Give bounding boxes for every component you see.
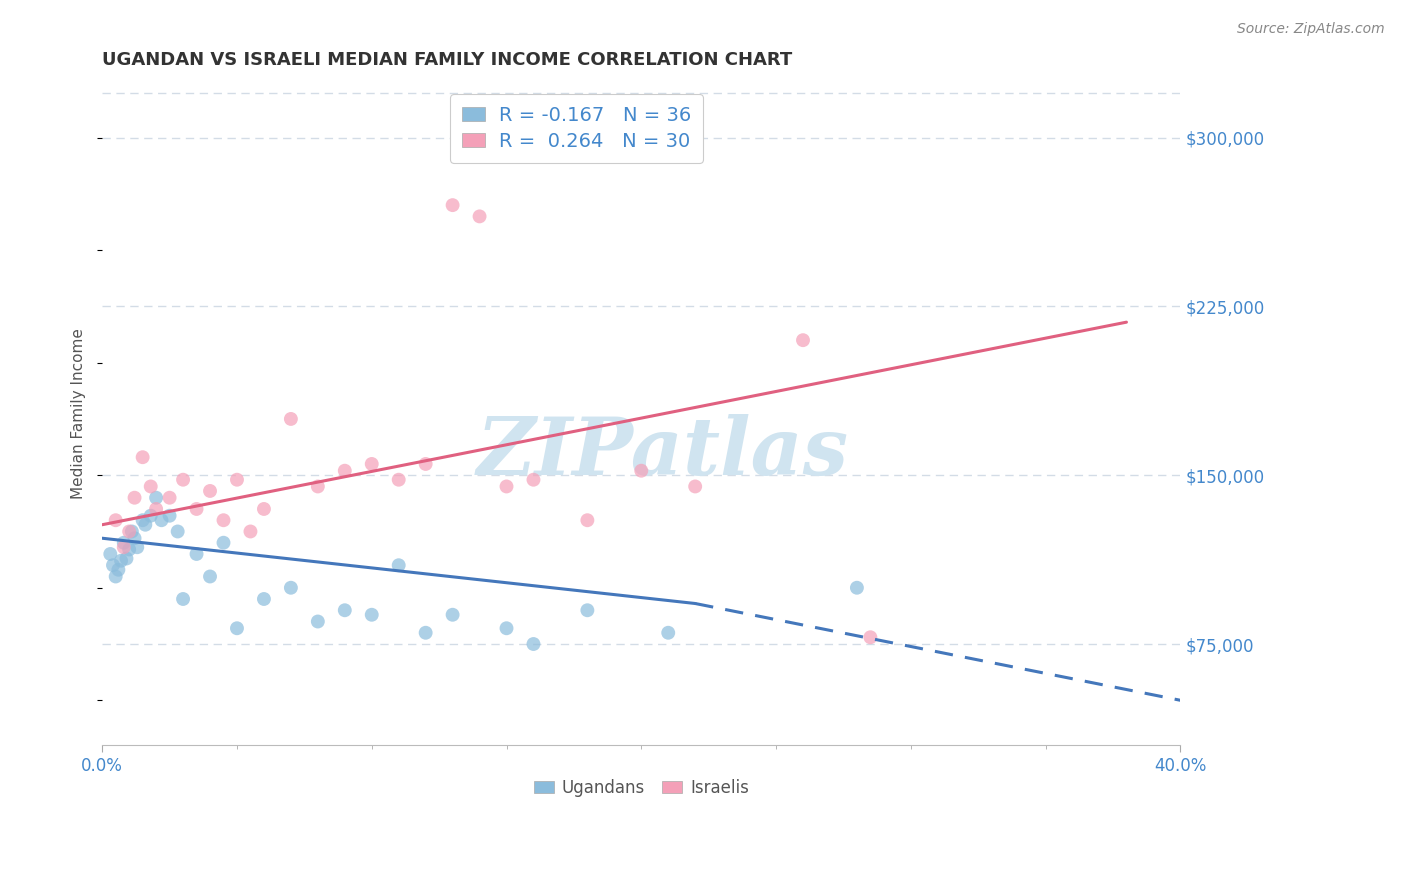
Point: [107, 563, 129, 577]
Point: [212, 513, 235, 527]
Point: [124, 491, 146, 505]
Point: [212, 535, 235, 549]
Point: [104, 513, 127, 527]
Point: [172, 473, 194, 487]
Point: [145, 502, 167, 516]
Point: [307, 479, 329, 493]
Point: [131, 513, 153, 527]
Point: [98, 547, 121, 561]
Point: [118, 524, 141, 539]
Point: [333, 464, 356, 478]
Point: [307, 615, 329, 629]
Point: [441, 607, 464, 622]
Point: [441, 198, 464, 212]
Point: [159, 491, 181, 505]
Point: [186, 502, 208, 516]
Point: [112, 535, 135, 549]
Point: [118, 542, 141, 557]
Point: [253, 592, 276, 607]
Point: [522, 637, 544, 651]
Point: [333, 603, 356, 617]
Point: [150, 513, 173, 527]
Point: [630, 464, 652, 478]
Point: [280, 581, 302, 595]
Point: [845, 581, 868, 595]
Point: [683, 479, 706, 493]
Point: [239, 524, 262, 539]
Point: [253, 502, 276, 516]
Point: [172, 592, 194, 607]
Point: [198, 569, 221, 583]
Point: [145, 491, 167, 505]
Text: Source: ZipAtlas.com: Source: ZipAtlas.com: [1237, 22, 1385, 37]
Point: [495, 621, 517, 635]
Point: [124, 531, 146, 545]
Point: [121, 524, 143, 539]
Point: [139, 479, 162, 493]
Point: [104, 569, 127, 583]
Point: [115, 551, 138, 566]
Point: [280, 412, 302, 426]
Point: [576, 603, 599, 617]
Point: [360, 607, 382, 622]
Point: [134, 517, 156, 532]
Point: [388, 558, 411, 573]
Point: [198, 483, 221, 498]
Point: [112, 540, 135, 554]
Point: [522, 473, 544, 487]
Point: [226, 621, 249, 635]
Point: [657, 625, 679, 640]
Point: [131, 450, 153, 465]
Point: [859, 630, 882, 644]
Point: [101, 558, 124, 573]
Legend: Ugandans, Israelis: Ugandans, Israelis: [527, 772, 755, 804]
Point: [468, 210, 491, 224]
Point: [159, 508, 181, 523]
Point: [139, 508, 162, 523]
Y-axis label: Median Family Income: Median Family Income: [72, 328, 86, 499]
Point: [226, 473, 249, 487]
Point: [415, 625, 437, 640]
Point: [388, 473, 411, 487]
Point: [495, 479, 517, 493]
Text: ZIPatlas: ZIPatlas: [477, 415, 849, 491]
Point: [792, 333, 814, 347]
Point: [576, 513, 599, 527]
Point: [186, 547, 208, 561]
Point: [166, 524, 188, 539]
Point: [360, 457, 382, 471]
Point: [127, 540, 149, 554]
Text: UGANDAN VS ISRAELI MEDIAN FAMILY INCOME CORRELATION CHART: UGANDAN VS ISRAELI MEDIAN FAMILY INCOME …: [103, 51, 793, 69]
Point: [415, 457, 437, 471]
Point: [110, 554, 132, 568]
